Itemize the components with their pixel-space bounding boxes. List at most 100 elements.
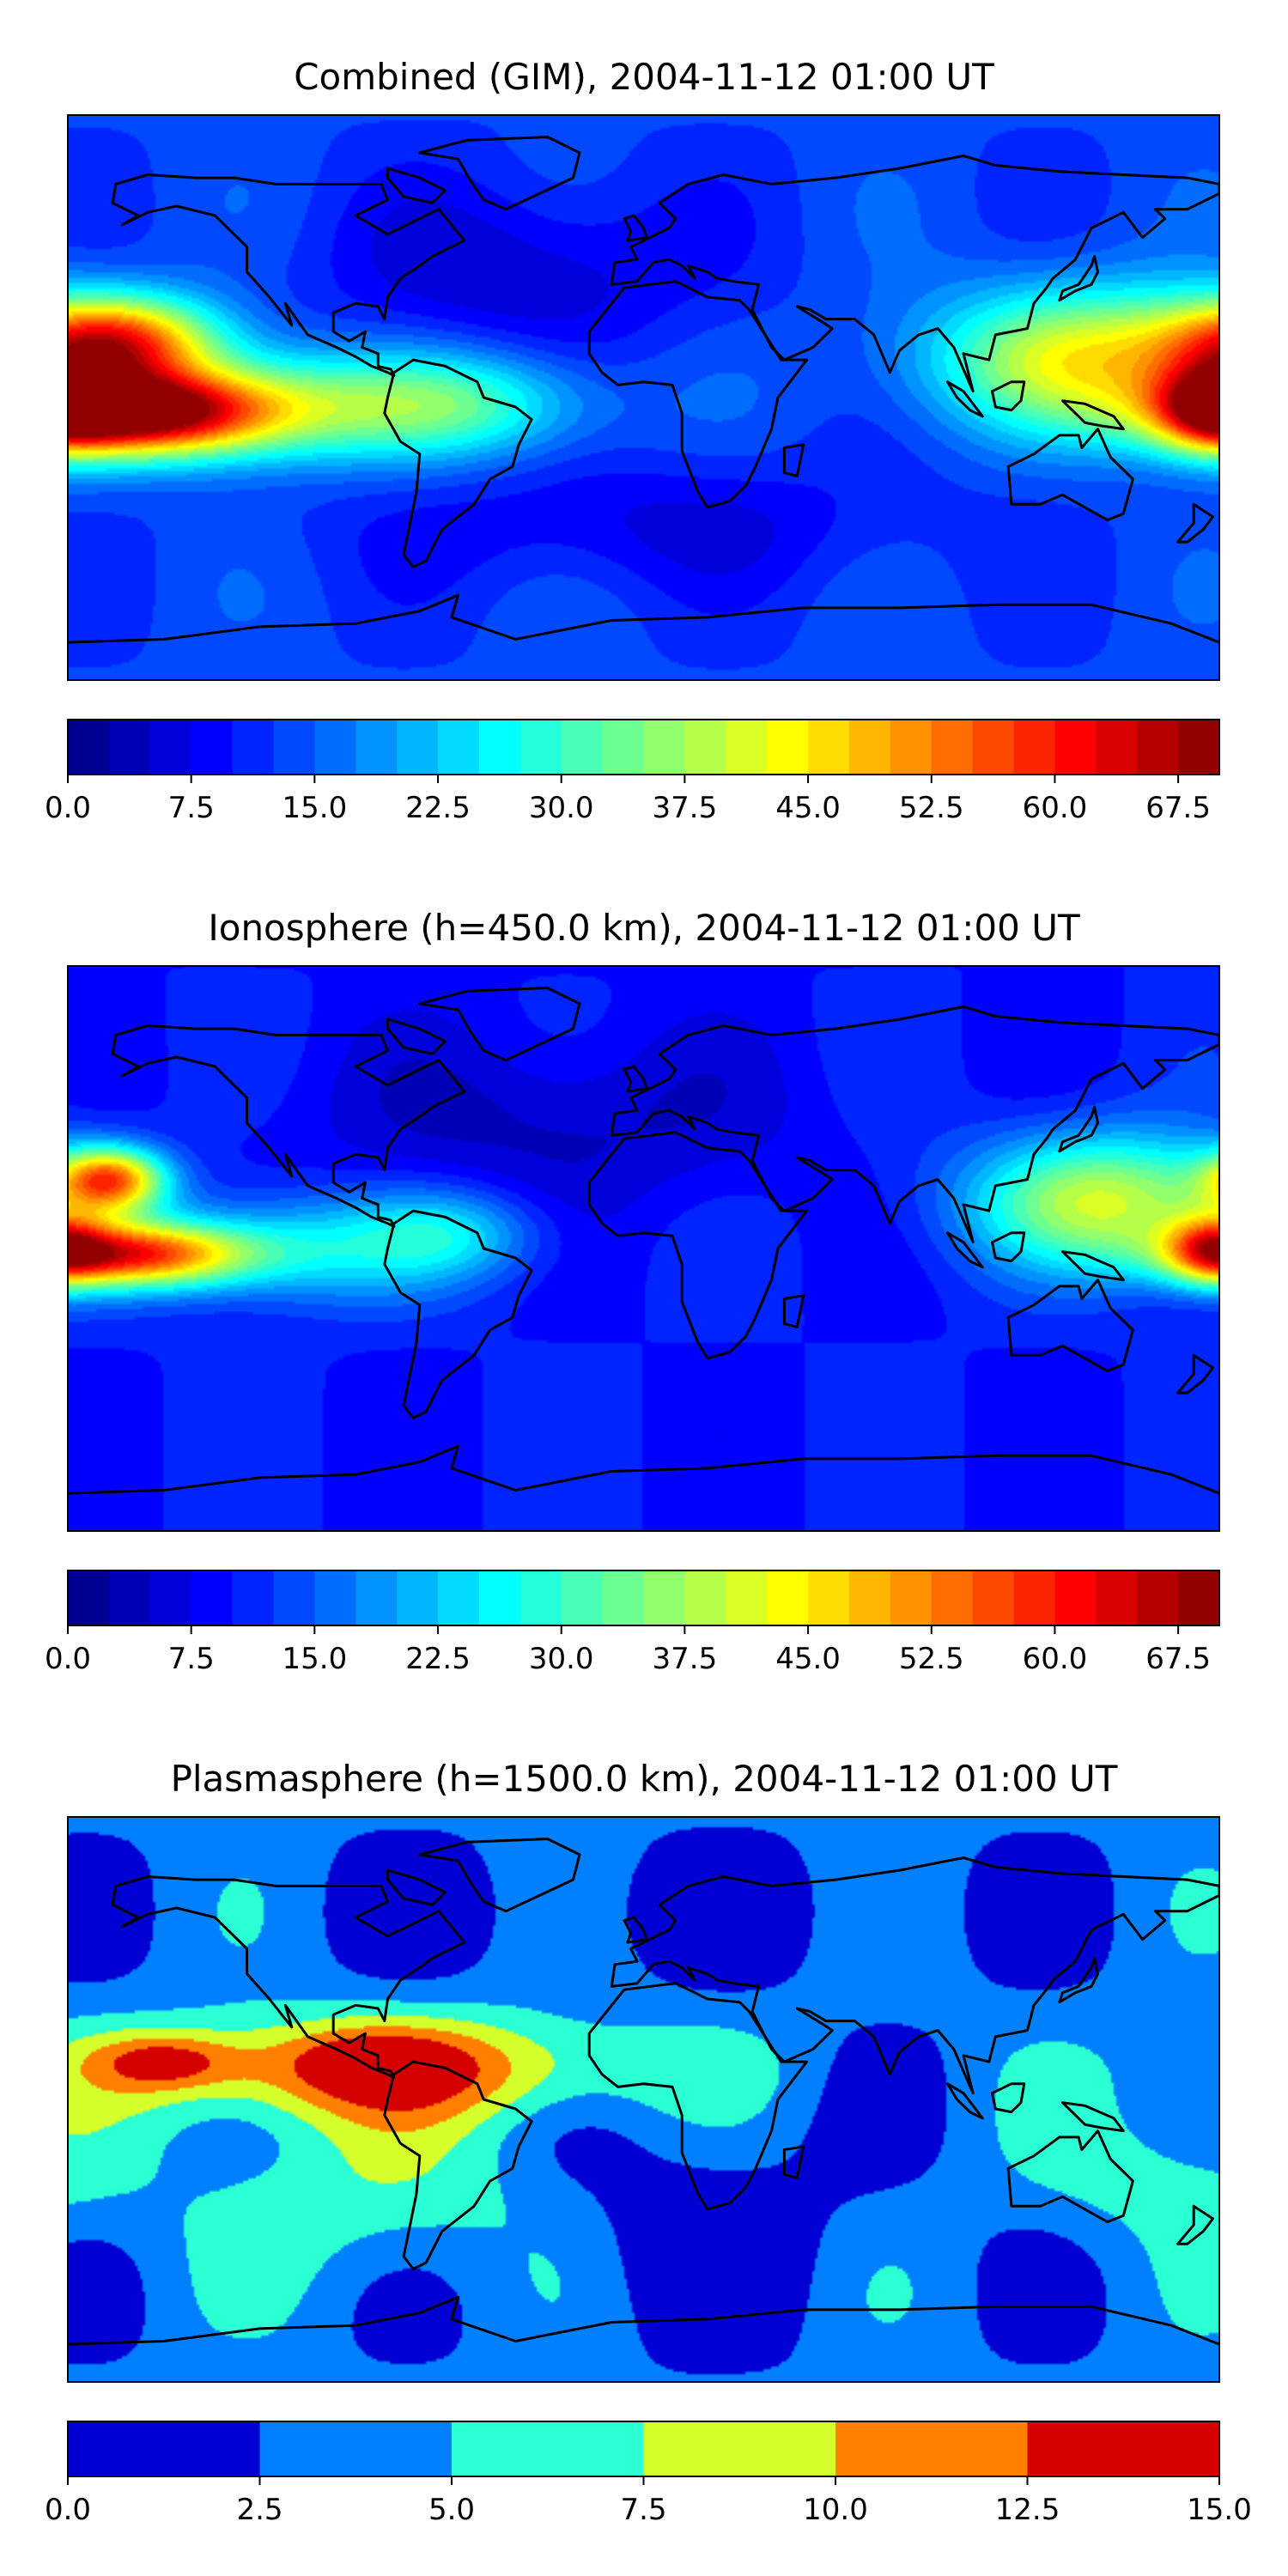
colorbar-tick-label: 12.5 xyxy=(995,2493,1060,2527)
tec-map xyxy=(67,1816,1220,2383)
panel-title: Ionosphere (h=450.0 km), 2004-11-12 01:0… xyxy=(208,907,1080,949)
colorbar-swatch xyxy=(972,720,1015,775)
tec-map xyxy=(67,114,1220,681)
coastlines xyxy=(68,136,1219,644)
coastline xyxy=(623,1916,648,1944)
coastline xyxy=(610,1005,1219,1244)
colorbar: 0.0 7.5 15.0 22.5 30.0 37.5 45.0 52.5 60.0 67.5 xyxy=(45,719,1220,825)
colorbar-frame xyxy=(67,1570,1220,1626)
colorbar-swatch xyxy=(314,720,356,775)
colorbar-tick-label: 60.0 xyxy=(1023,791,1088,825)
colorbar-swatch xyxy=(931,1571,974,1625)
tec-field xyxy=(68,966,1219,1531)
colorbar-swatch xyxy=(684,720,726,775)
coastline xyxy=(945,1231,984,1269)
colorbar-swatch xyxy=(890,1571,933,1625)
colorbar-swatch xyxy=(438,720,480,775)
colorbar-swatch xyxy=(890,720,933,775)
coastline xyxy=(68,2295,1219,2346)
colorbar-swatch xyxy=(931,720,974,775)
colorbar-swatch xyxy=(273,720,315,775)
colorbar-tick-label: 67.5 xyxy=(1145,791,1211,825)
colorbar-tick-label: 15.0 xyxy=(283,791,348,825)
tec-map xyxy=(67,965,1220,1532)
colorbar-tick-label: 0.0 xyxy=(45,791,91,825)
colorbar-swatch xyxy=(1137,720,1179,775)
colorbar-swatch xyxy=(478,720,521,775)
panel-combined: Combined (GIM), 2004-11-12 01:00 UT 0.0 7… xyxy=(45,56,1220,825)
coastline xyxy=(1176,2204,1214,2245)
coastline xyxy=(587,1131,808,1360)
colorbar-swatch xyxy=(643,2421,836,2476)
colorbar-tick-label: 0.0 xyxy=(45,2493,91,2527)
coastline xyxy=(111,1875,466,2079)
coastline xyxy=(1058,255,1099,302)
coastline xyxy=(383,358,533,568)
colorbar-tick-label: 10.0 xyxy=(803,2493,868,2527)
coastline xyxy=(111,1024,466,1228)
coastline xyxy=(418,136,581,211)
colorbar-swatch xyxy=(1054,720,1097,775)
colorbar-swatch xyxy=(519,1571,562,1625)
colorbar-swatch xyxy=(68,720,110,775)
colorbar-swatch xyxy=(848,720,891,775)
coastline xyxy=(1176,502,1214,544)
coastline xyxy=(383,2060,533,2270)
colorbar-tick-label: 52.5 xyxy=(899,1642,964,1676)
colorbar-tick-label: 7.5 xyxy=(620,2493,666,2527)
coastline xyxy=(1061,2101,1125,2133)
colorbar-swatch xyxy=(191,1571,234,1625)
colorbar-swatch xyxy=(232,1571,275,1625)
colorbar-swatch xyxy=(452,2421,645,2476)
colorbar-tick-label: 0.0 xyxy=(45,1642,91,1676)
panel-title: Combined (GIM), 2004-11-12 01:00 UT xyxy=(294,56,994,98)
colorbar-frame xyxy=(67,719,1220,775)
colorbar-swatch xyxy=(68,2421,261,2476)
colorbar-swatch xyxy=(355,720,398,775)
colorbar-swatch xyxy=(835,2421,1029,2476)
colorbar-tick-label: 30.0 xyxy=(529,791,594,825)
colorbar-swatch xyxy=(767,1571,809,1625)
colorbar-swatch xyxy=(1013,1571,1056,1625)
colorbar-swatch xyxy=(808,1571,850,1625)
coastline xyxy=(782,1294,805,1328)
colorbar-swatch xyxy=(1096,1571,1138,1625)
map-frame xyxy=(67,965,1220,1532)
colorbar: 0.0 7.5 15.0 22.5 30.0 37.5 45.0 52.5 60.0 67.5 xyxy=(45,1570,1220,1676)
coastline xyxy=(1006,2129,1134,2224)
colorbar-swatch xyxy=(602,1571,645,1625)
tec-field xyxy=(68,115,1219,680)
colorbar-tick-label: 5.0 xyxy=(428,2493,475,2527)
colorbar-swatch xyxy=(848,1571,891,1625)
colorbar-tick-label: 7.5 xyxy=(168,1642,215,1676)
colorbar-swatch xyxy=(108,1571,151,1625)
panel-ionosphere: Ionosphere (h=450.0 km), 2004-11-12 01:0… xyxy=(45,907,1220,1676)
coastline xyxy=(610,1856,1219,2095)
colorbar-swatch xyxy=(561,1571,604,1625)
coastline xyxy=(1061,1250,1125,1282)
coastline xyxy=(418,1838,581,1913)
colorbar-tick-label: 15.0 xyxy=(283,1642,348,1676)
colorbar-swatch xyxy=(478,1571,521,1625)
colorbar-swatch xyxy=(1054,1571,1097,1625)
colorbar-swatch xyxy=(1096,720,1138,775)
coastline xyxy=(587,1982,808,2211)
colorbar-swatch xyxy=(1178,720,1220,775)
colorbar-swatch xyxy=(808,720,850,775)
coastline xyxy=(991,2082,1026,2114)
colorbar-swatch xyxy=(767,720,809,775)
colorbar-swatch xyxy=(519,720,562,775)
coastline xyxy=(386,167,447,204)
colorbar-swatch xyxy=(355,1571,398,1625)
colorbar-swatch xyxy=(397,1571,439,1625)
map-frame xyxy=(67,114,1220,681)
colorbar-swatch xyxy=(259,2421,453,2476)
colorbar-swatch xyxy=(561,720,604,775)
coastline xyxy=(68,593,1219,644)
panel-title: Plasmasphere (h=1500.0 km), 2004-11-12 0… xyxy=(171,1758,1118,1800)
colorbar-tick-label: 45.0 xyxy=(775,1642,841,1676)
colorbar-swatch xyxy=(68,1571,110,1625)
colorbar-tick-label: 22.5 xyxy=(405,1642,471,1676)
map-frame xyxy=(67,1816,1220,2383)
